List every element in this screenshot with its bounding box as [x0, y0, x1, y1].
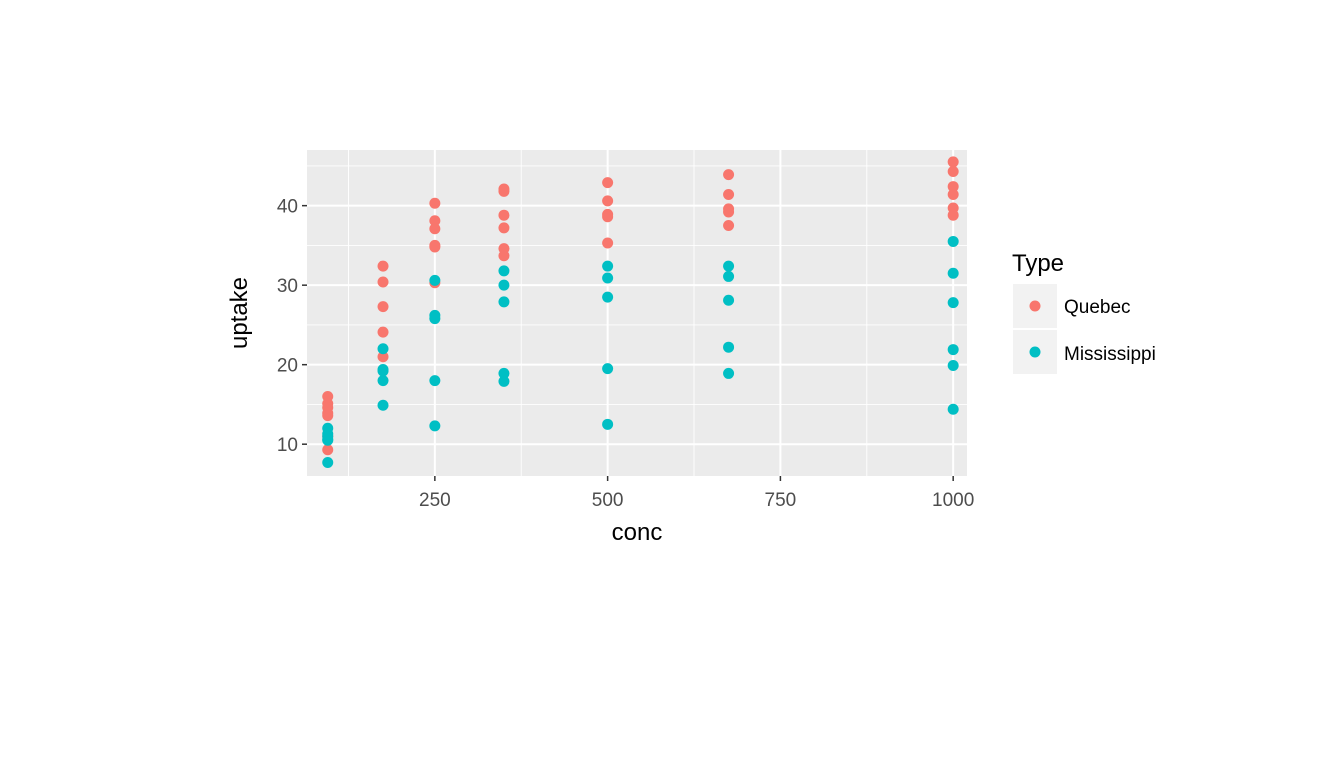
x-tick-label: 750	[765, 490, 797, 511]
data-point-mississippi	[723, 341, 735, 353]
data-point-quebec	[377, 276, 389, 288]
data-point-quebec	[947, 165, 959, 177]
y-tick-label: 10	[277, 435, 298, 456]
data-point-mississippi	[602, 418, 614, 430]
data-point-mississippi	[377, 365, 389, 377]
data-point-mississippi	[498, 375, 510, 387]
data-point-mississippi	[602, 291, 614, 303]
legend: Type Quebec Mississippi	[1012, 250, 1156, 374]
data-point-quebec	[429, 215, 441, 227]
x-axis: 250 500 750 1000	[419, 476, 974, 511]
x-tick-label: 500	[592, 490, 624, 511]
data-point-quebec	[377, 260, 389, 272]
data-points	[322, 156, 959, 468]
data-point-quebec	[498, 209, 510, 221]
data-point-mississippi	[723, 294, 735, 306]
data-point-quebec	[498, 250, 510, 262]
data-point-mississippi	[322, 456, 334, 468]
y-axis: 10 20 30 40	[277, 197, 307, 456]
data-point-mississippi	[498, 367, 510, 379]
legend-swatch-quebec	[1029, 300, 1041, 312]
legend-label-mississippi: Mississippi	[1064, 344, 1156, 365]
data-point-mississippi	[377, 375, 389, 387]
data-point-mississippi	[947, 235, 959, 247]
x-axis-title: conc	[612, 519, 663, 546]
data-point-mississippi	[947, 297, 959, 309]
data-point-quebec	[947, 156, 959, 168]
data-point-quebec	[602, 195, 614, 207]
legend-label-quebec: Quebec	[1064, 297, 1131, 318]
data-point-quebec	[602, 211, 614, 223]
y-tick-label: 40	[277, 197, 298, 218]
data-point-mississippi	[602, 272, 614, 284]
y-axis-title: uptake	[226, 277, 253, 349]
plot-panel	[307, 150, 967, 476]
data-point-quebec	[947, 189, 959, 201]
data-point-mississippi	[947, 403, 959, 415]
data-point-mississippi	[723, 367, 735, 379]
data-point-mississippi	[723, 270, 735, 282]
y-tick-label: 20	[277, 356, 298, 377]
data-point-quebec	[723, 169, 735, 181]
legend-swatch-mississippi	[1029, 346, 1041, 358]
data-point-mississippi	[377, 399, 389, 411]
data-point-mississippi	[429, 375, 441, 387]
data-point-quebec	[602, 237, 614, 249]
data-point-mississippi	[947, 344, 959, 356]
data-point-quebec	[429, 197, 441, 209]
data-point-mississippi	[947, 359, 959, 371]
minor-gridlines	[307, 150, 967, 476]
data-point-quebec	[377, 301, 389, 313]
data-point-quebec	[429, 223, 441, 235]
data-point-mississippi	[723, 260, 735, 272]
data-point-mississippi	[377, 343, 389, 355]
data-point-mississippi	[429, 313, 441, 325]
data-point-mississippi	[322, 434, 334, 446]
data-point-mississippi	[602, 260, 614, 272]
x-tick-label: 250	[419, 490, 451, 511]
data-point-mississippi	[947, 267, 959, 279]
data-point-quebec	[377, 351, 389, 363]
legend-title: Type	[1012, 250, 1064, 277]
data-point-quebec	[723, 206, 735, 218]
data-point-quebec	[947, 181, 959, 193]
data-point-quebec	[723, 220, 735, 232]
y-tick-label: 30	[277, 276, 298, 297]
data-point-mississippi	[602, 363, 614, 375]
data-point-mississippi	[429, 274, 441, 286]
data-point-quebec	[602, 177, 614, 189]
data-point-mississippi	[498, 279, 510, 291]
data-point-quebec	[498, 185, 510, 197]
data-point-quebec	[947, 209, 959, 221]
data-point-mississippi	[498, 265, 510, 277]
data-point-mississippi	[429, 420, 441, 432]
data-point-quebec	[498, 222, 510, 234]
data-point-quebec	[322, 410, 334, 422]
data-point-quebec	[322, 444, 334, 456]
data-point-quebec	[429, 241, 441, 253]
x-tick-label: 1000	[932, 490, 974, 511]
data-point-quebec	[377, 326, 389, 338]
data-point-quebec	[723, 189, 735, 201]
data-point-mississippi	[498, 296, 510, 308]
